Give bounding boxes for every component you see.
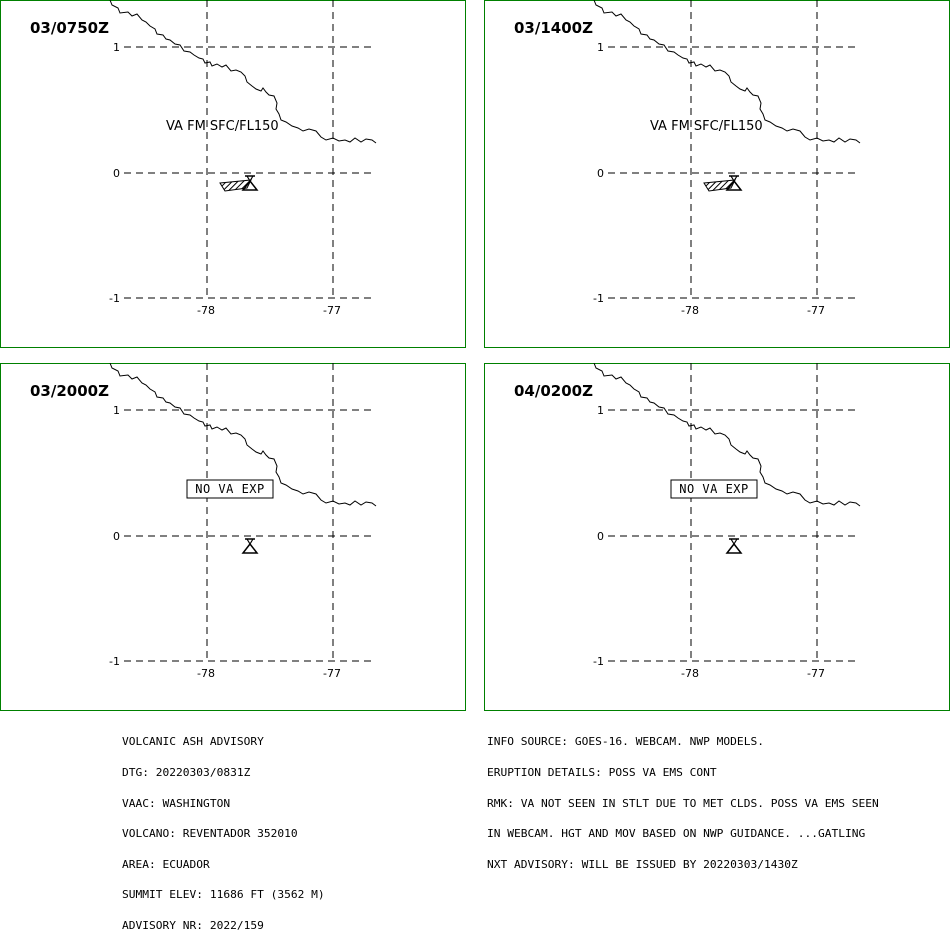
latitude-label: 1 <box>597 41 604 54</box>
latitude-label: 1 <box>597 404 604 417</box>
panel-frame <box>0 363 466 711</box>
longitude-label: -77 <box>807 304 825 317</box>
latitude-label: 0 <box>113 167 120 180</box>
longitude-label: -77 <box>323 667 341 680</box>
advisory-line: IN WEBCAM. HGT AND MOV BASED ON NWP GUID… <box>487 827 866 841</box>
volcano-triangle-icon <box>241 175 259 191</box>
ash-cloud-polygon <box>219 179 252 192</box>
longitude-label: -78 <box>681 304 699 317</box>
volcano-triangle-icon <box>725 538 743 554</box>
map-canvas: 1 0 -1 -78 -77 03/2000Z NO VA EXP <box>0 363 466 711</box>
advisory-line: ERUPTION DETAILS: POSS VA EMS CONT <box>487 766 717 780</box>
latitude-label: 0 <box>113 530 120 543</box>
map-canvas: 1 0 -1 -78 -77 04/0200Z NO VA EXP <box>484 363 950 711</box>
map-canvas: 1 0 -1 -78 -77 03/1400Z VA FM SFC/FL150 <box>484 0 950 348</box>
longitude-label: -78 <box>197 304 215 317</box>
advisory-line: DTG: 20220303/0831Z <box>122 766 251 780</box>
panel-time-title: 03/2000Z <box>30 382 109 400</box>
panel-frame <box>484 0 950 348</box>
latitude-label: -1 <box>109 655 120 668</box>
latitude-label: -1 <box>593 655 604 668</box>
map-panel: 1 0 -1 -78 -77 03/0750Z VA FM SFC/FL150 <box>0 0 466 348</box>
longitude-label: -78 <box>681 667 699 680</box>
advisory-header-block: VOLCANIC ASH ADVISORY DTG: 20220303/0831… <box>122 717 325 941</box>
advisory-line: VOLCANIC ASH ADVISORY <box>122 735 264 749</box>
map-panel: 1 0 -1 -78 -77 03/1400Z VA FM SFC/FL150 <box>484 0 950 348</box>
ash-cloud-polygon <box>703 179 736 192</box>
panel-frame <box>0 0 466 348</box>
panel-time-title: 04/0200Z <box>514 382 593 400</box>
panel-time-title: 03/0750Z <box>30 19 109 37</box>
advisory-line: RMK: VA NOT SEEN IN STLT DUE TO MET CLDS… <box>487 796 879 810</box>
coastline <box>109 363 377 507</box>
map-panel: 1 0 -1 -78 -77 04/0200Z NO VA EXP <box>484 363 950 711</box>
advisory-line: ADVISORY NR: 2022/159 <box>122 919 264 933</box>
latitude-label: 0 <box>597 530 604 543</box>
coastline <box>593 0 861 144</box>
latitude-label: -1 <box>109 292 120 305</box>
ash-cloud-label: VA FM SFC/FL150 <box>650 119 763 134</box>
advisory-details-block: INFO SOURCE: GOES-16. WEBCAM. NWP MODELS… <box>487 717 879 880</box>
longitude-label: -77 <box>323 304 341 317</box>
coastline <box>593 363 861 507</box>
ash-cloud-label: VA FM SFC/FL150 <box>166 119 279 134</box>
advisory-line: INFO SOURCE: GOES-16. WEBCAM. NWP MODELS… <box>487 735 764 749</box>
no-ash-label: NO VA EXP <box>195 482 265 496</box>
longitude-label: -77 <box>807 667 825 680</box>
advisory-line: AREA: ECUADOR <box>122 857 210 871</box>
latitude-label: 1 <box>113 41 120 54</box>
panel-frame <box>484 363 950 711</box>
latitude-label: 1 <box>113 404 120 417</box>
no-ash-label: NO VA EXP <box>679 482 749 496</box>
advisory-line: NXT ADVISORY: WILL BE ISSUED BY 20220303… <box>487 857 798 871</box>
map-panel: 1 0 -1 -78 -77 03/2000Z NO VA EXP <box>0 363 466 711</box>
no-ash-box: NO VA EXP <box>670 479 758 499</box>
advisory-line: VOLCANO: REVENTADOR 352010 <box>122 827 298 841</box>
panel-time-title: 03/1400Z <box>514 19 593 37</box>
latitude-label: -1 <box>593 292 604 305</box>
volcano-triangle-icon <box>241 538 259 554</box>
map-canvas: 1 0 -1 -78 -77 03/0750Z VA FM SFC/FL150 <box>0 0 466 348</box>
graticule <box>608 0 860 300</box>
advisory-line: SUMMIT ELEV: 11686 FT (3562 M) <box>122 888 325 902</box>
advisory-line: VAAC: WASHINGTON <box>122 796 231 810</box>
no-ash-box: NO VA EXP <box>186 479 274 499</box>
latitude-label: 0 <box>597 167 604 180</box>
graticule <box>124 0 376 300</box>
coastline <box>109 0 377 144</box>
longitude-label: -78 <box>197 667 215 680</box>
graticule <box>124 363 376 663</box>
volcano-triangle-icon <box>725 175 743 191</box>
graticule <box>608 363 860 663</box>
